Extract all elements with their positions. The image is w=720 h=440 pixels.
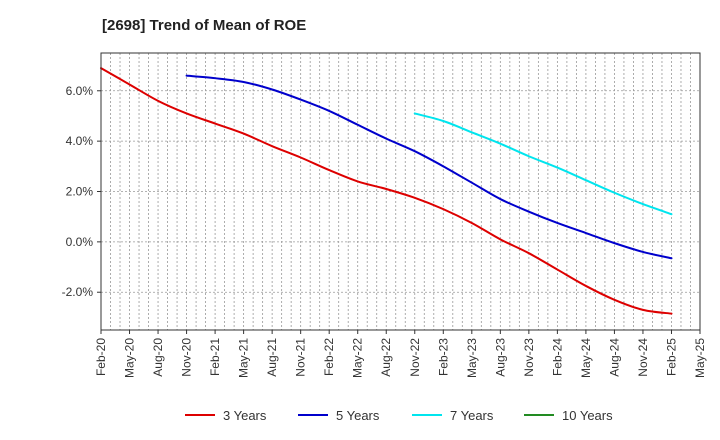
series-line-5-years	[185, 74, 673, 260]
x-tick-label: Aug-20	[151, 338, 165, 377]
y-tick-label: -2.0%	[62, 285, 94, 299]
x-tick-label: Feb-21	[208, 338, 222, 376]
x-tick-label: Aug-22	[379, 338, 393, 377]
legend-label-7-years: 7 Years	[450, 408, 494, 423]
series-lines	[100, 67, 673, 315]
x-tick-label: Nov-20	[180, 338, 194, 377]
x-tick-label: Feb-20	[94, 338, 108, 376]
x-tick-label: Aug-24	[607, 338, 621, 377]
x-tick-label: May-20	[123, 338, 137, 378]
x-tick-label: May-22	[351, 338, 365, 378]
legend-label-5-years: 5 Years	[336, 408, 380, 423]
y-axis: -2.0% 0.0% 2.0% 4.0% 6.0%	[62, 84, 101, 299]
x-tick-label: Nov-23	[522, 338, 536, 377]
legend-label-10-years: 10 Years	[562, 408, 613, 423]
legend-label-3-years: 3 Years	[223, 408, 267, 423]
x-tick-label: Nov-22	[408, 338, 422, 377]
y-tick-label: 0.0%	[66, 235, 94, 249]
x-tick-label: May-23	[465, 338, 479, 378]
x-tick-label: May-21	[237, 338, 251, 378]
legend: 3 Years 5 Years 7 Years 10 Years	[185, 408, 613, 423]
chart-title: [2698] Trend of Mean of ROE	[102, 17, 306, 34]
y-tick-label: 4.0%	[66, 134, 94, 148]
x-tick-label: May-25	[693, 338, 707, 378]
x-tick-label: Aug-23	[493, 338, 507, 377]
x-tick-label: Nov-24	[636, 338, 650, 377]
x-tick-label: Feb-23	[436, 338, 450, 376]
series-line-7-years	[413, 112, 673, 216]
x-tick-label: Nov-21	[294, 338, 308, 377]
x-tick-label: Feb-25	[664, 338, 678, 376]
x-tick-label: Feb-22	[322, 338, 336, 376]
y-tick-label: 2.0%	[66, 185, 94, 199]
series-line-3-years	[100, 67, 673, 315]
y-tick-label: 6.0%	[66, 84, 94, 98]
x-tick-label: Aug-21	[265, 338, 279, 377]
x-tick-label: May-24	[579, 338, 593, 378]
plot-area	[101, 53, 700, 330]
x-tick-label: Feb-24	[550, 338, 564, 376]
x-axis: Feb-20 May-20 Aug-20 Nov-20 Feb-21 May-21 Aug-…	[94, 330, 707, 378]
